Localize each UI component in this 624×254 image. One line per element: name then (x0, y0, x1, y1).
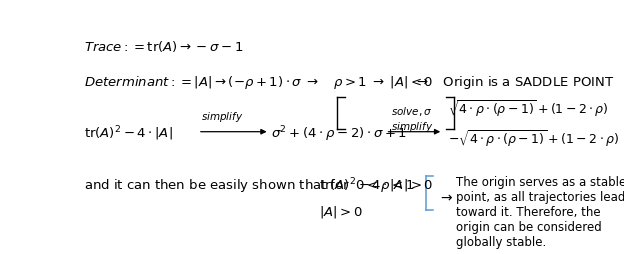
Text: $\mathit{solve},\sigma$: $\mathit{solve},\sigma$ (391, 105, 432, 118)
Text: $\mathit{Determinant} := |A| \rightarrow (-\rho+1)\cdot\sigma \;\rightarrow\quad: $\mathit{Determinant} := |A| \rightarrow… (84, 73, 434, 90)
Text: $\mathrm{tr}(A)^2 - 4\cdot|A|>0$: $\mathrm{tr}(A)^2 - 4\cdot|A|>0$ (319, 176, 433, 195)
Text: $\sqrt{4\cdot\rho\cdot(\rho-1)}+(1-2\cdot\rho)$: $\sqrt{4\cdot\rho\cdot(\rho-1)}+(1-2\cdo… (448, 98, 608, 119)
Text: $|A|>0$: $|A|>0$ (319, 203, 363, 219)
Text: $\mathrm{tr}(A)^2 - 4\cdot|A|$: $\mathrm{tr}(A)^2 - 4\cdot|A|$ (84, 124, 173, 143)
Text: $\mathit{simplify}$: $\mathit{simplify}$ (391, 119, 434, 133)
Text: $\mathit{Trace} := \mathrm{tr}(A) \rightarrow -\sigma - 1$: $\mathit{Trace} := \mathrm{tr}(A) \right… (84, 39, 244, 54)
Text: $\mathit{simplify}$: $\mathit{simplify}$ (202, 110, 244, 124)
Text: The origin serves as a stable
point, as all trajectories lead
toward it. Therefo: The origin serves as a stable point, as … (456, 175, 624, 248)
Text: $-\sqrt{4\cdot\rho\cdot(\rho-1)}+(1-2\cdot\rho)$: $-\sqrt{4\cdot\rho\cdot(\rho-1)}+(1-2\cd… (448, 127, 619, 148)
Text: $\rightarrow$   Origin is a SADDLE POINT: $\rightarrow$ Origin is a SADDLE POINT (414, 73, 615, 90)
Text: $\sigma^2 + (4\cdot\rho - 2)\cdot\sigma + 1$: $\sigma^2 + (4\cdot\rho - 2)\cdot\sigma … (271, 124, 407, 144)
Text: $\rightarrow$: $\rightarrow$ (438, 190, 454, 204)
Text: and it can then be easily shown that for $\;0<\rho<1$: and it can then be easily shown that for… (84, 176, 415, 193)
